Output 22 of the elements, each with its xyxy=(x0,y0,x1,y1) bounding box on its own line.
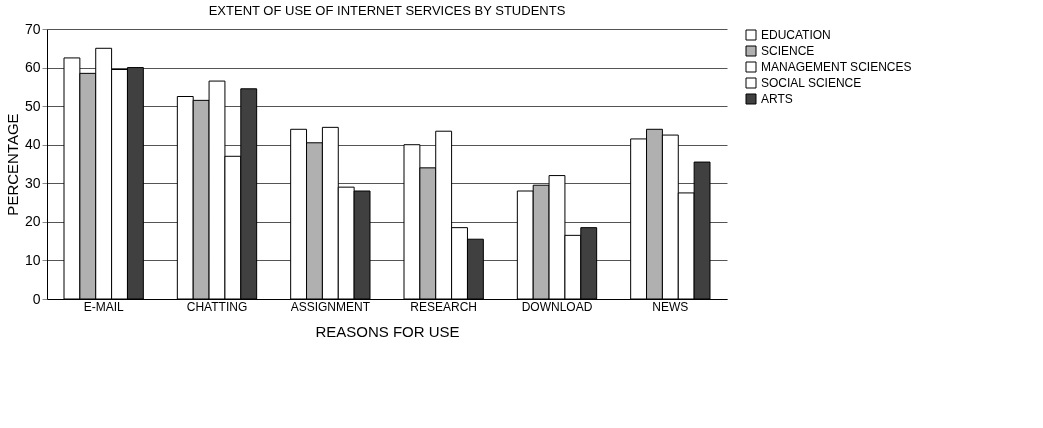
legend-label: MANAGEMENT SCIENCES xyxy=(761,60,912,74)
y-tick-label: 30 xyxy=(24,174,41,191)
legend-label: ARTS xyxy=(761,92,793,106)
y-tick-label: 10 xyxy=(24,251,41,268)
x-tick-label: RESEARCH xyxy=(410,299,478,314)
x-tick-label: ASSIGNMENT xyxy=(290,299,371,314)
x-axis-title: REASONS FOR USE xyxy=(315,322,460,340)
legend-label: SOCIAL SCIENCE xyxy=(761,76,862,90)
x-tick-label: CHATTING xyxy=(186,299,248,314)
y-tick-label: 40 xyxy=(24,136,41,153)
y-tick-label: 50 xyxy=(24,97,41,114)
y-tick-label: 60 xyxy=(24,59,41,76)
y-tick-label: 0 xyxy=(32,290,41,307)
x-tick-label: E-MAIL xyxy=(83,299,124,314)
y-tick-label: 70 xyxy=(24,20,41,37)
y-tick-label: 20 xyxy=(24,213,41,230)
chart-title: EXTENT OF USE OF INTERNET SERVICES BY STUDENTS xyxy=(208,3,566,18)
legend-label: SCIENCE xyxy=(761,44,815,58)
x-tick-label: NEWS xyxy=(652,299,689,314)
x-tick-label: DOWNLOAD xyxy=(521,299,593,314)
legend-label: EDUCATION xyxy=(761,28,831,42)
y-axis-title: PERCENTAGE xyxy=(3,113,21,216)
